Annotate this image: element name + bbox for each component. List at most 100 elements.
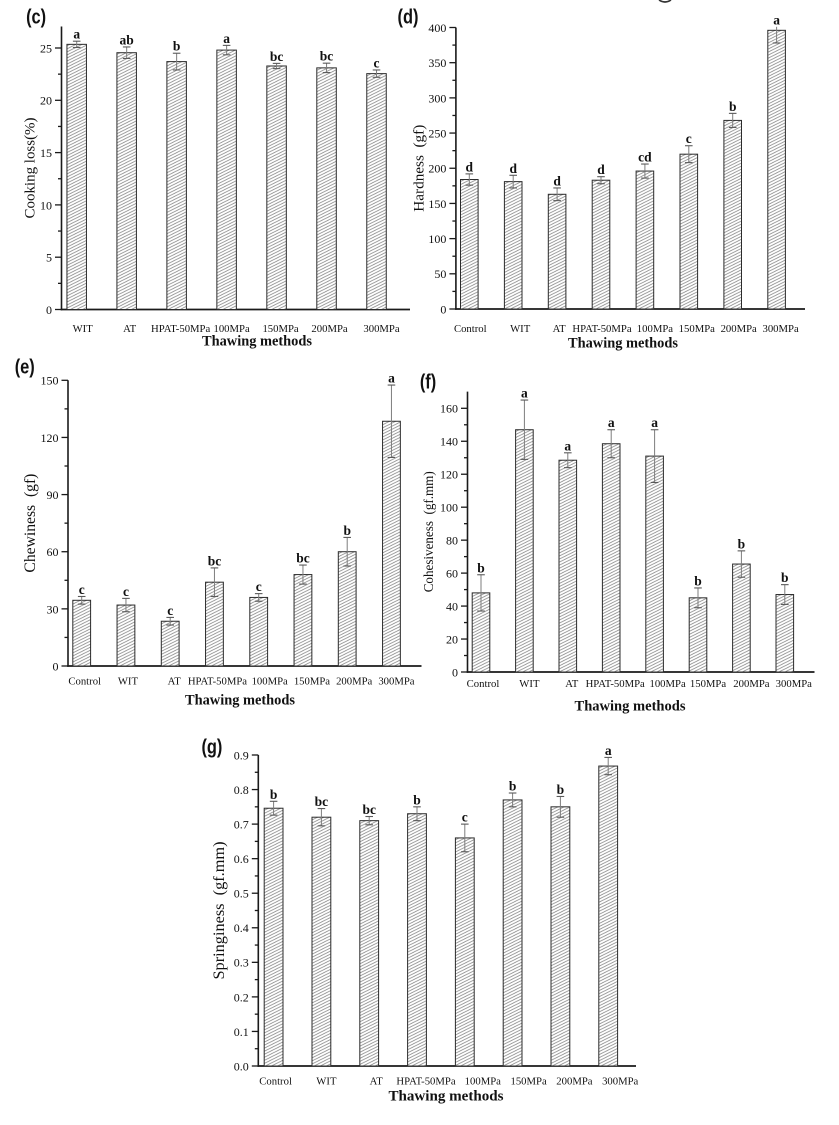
svg-text:100: 100 xyxy=(440,501,458,515)
svg-text:200MPa: 200MPa xyxy=(721,323,757,335)
svg-text:200: 200 xyxy=(428,162,446,176)
svg-text:0: 0 xyxy=(440,302,446,316)
svg-text:300MPa: 300MPa xyxy=(602,1076,638,1088)
svg-text:0.2: 0.2 xyxy=(234,990,249,1004)
svg-text:b: b xyxy=(477,560,485,575)
svg-text:c: c xyxy=(374,55,380,70)
svg-text:(d): (d) xyxy=(398,5,419,28)
svg-text:Cooking loss(%): Cooking loss(%) xyxy=(23,117,39,218)
svg-text:Thawing methods: Thawing methods xyxy=(575,699,686,715)
svg-text:WIT: WIT xyxy=(510,323,531,335)
svg-text:25: 25 xyxy=(40,41,52,55)
svg-text:Control: Control xyxy=(259,1076,292,1088)
svg-text:c: c xyxy=(256,579,262,594)
svg-text:0.3: 0.3 xyxy=(234,956,249,970)
svg-text:Control: Control xyxy=(68,676,101,688)
svg-text:150MPa: 150MPa xyxy=(510,1076,546,1088)
svg-text:80: 80 xyxy=(446,534,458,548)
svg-text:300MPa: 300MPa xyxy=(776,678,812,690)
svg-text:0.4: 0.4 xyxy=(234,921,249,935)
svg-text:c: c xyxy=(79,582,85,597)
svg-text:bc: bc xyxy=(296,551,310,566)
svg-text:Thawing methods: Thawing methods xyxy=(389,1089,504,1105)
svg-text:b: b xyxy=(343,523,351,538)
svg-text:WIT: WIT xyxy=(316,1076,337,1088)
svg-text:100: 100 xyxy=(428,232,446,246)
svg-text:0.6: 0.6 xyxy=(234,852,249,866)
svg-text:a: a xyxy=(223,31,230,46)
svg-text:HPAT-50MPa: HPAT-50MPa xyxy=(396,1076,455,1088)
svg-text:bc: bc xyxy=(320,49,334,64)
svg-text:30: 30 xyxy=(47,602,59,616)
svg-text:AT: AT xyxy=(370,1076,384,1088)
svg-text:60: 60 xyxy=(446,567,458,581)
svg-text:0.8: 0.8 xyxy=(234,783,249,797)
svg-text:Thawing methods: Thawing methods xyxy=(185,693,295,709)
svg-text:a: a xyxy=(605,743,612,758)
svg-text:40: 40 xyxy=(446,599,458,613)
svg-text:20: 20 xyxy=(40,94,52,108)
svg-text:HPAT-50MPa: HPAT-50MPa xyxy=(151,323,210,335)
svg-text:b: b xyxy=(413,792,421,807)
svg-text:bc: bc xyxy=(208,553,222,568)
svg-text:b: b xyxy=(557,782,565,797)
svg-text:b: b xyxy=(509,779,517,794)
svg-text:HPAT-50MPa: HPAT-50MPa xyxy=(572,323,631,335)
svg-text:100MPa: 100MPa xyxy=(637,323,673,335)
svg-text:Thawing methods: Thawing methods xyxy=(568,336,678,352)
svg-text:150MPa: 150MPa xyxy=(679,323,715,335)
svg-text:0.9: 0.9 xyxy=(234,748,249,762)
svg-text:b: b xyxy=(781,570,789,585)
svg-text:5: 5 xyxy=(46,251,52,265)
svg-text:150: 150 xyxy=(428,197,446,211)
svg-text:(e): (e) xyxy=(15,355,35,378)
svg-text:c: c xyxy=(686,131,692,146)
svg-text:a: a xyxy=(564,438,571,453)
svg-text:15: 15 xyxy=(40,146,52,160)
svg-text:350: 350 xyxy=(428,56,446,70)
svg-text:a: a xyxy=(73,27,80,42)
svg-text:200MPa: 200MPa xyxy=(311,323,347,335)
svg-text:200MPa: 200MPa xyxy=(556,1076,592,1088)
svg-text:100MPa: 100MPa xyxy=(649,678,685,690)
svg-text:AT: AT xyxy=(168,676,182,688)
svg-text:200MPa: 200MPa xyxy=(336,676,372,688)
svg-text:WIT: WIT xyxy=(73,323,94,335)
svg-text:0.5: 0.5 xyxy=(234,887,249,901)
svg-text:b: b xyxy=(270,787,278,802)
svg-text:ab: ab xyxy=(120,32,134,47)
svg-text:WIT: WIT xyxy=(519,678,540,690)
svg-text:bc: bc xyxy=(270,49,284,64)
svg-text:60: 60 xyxy=(47,545,59,559)
svg-text:140: 140 xyxy=(440,435,458,449)
svg-text:0: 0 xyxy=(53,659,59,673)
svg-text:c: c xyxy=(123,584,129,599)
svg-text:AT: AT xyxy=(553,323,567,335)
svg-text:150: 150 xyxy=(41,374,59,388)
svg-text:cd: cd xyxy=(638,150,652,165)
svg-text:20: 20 xyxy=(446,632,458,646)
svg-text:10: 10 xyxy=(40,198,52,212)
svg-text:bc: bc xyxy=(362,802,376,817)
svg-text:Cohesiveness (gf.mm): Cohesiveness (gf.mm) xyxy=(422,471,437,592)
svg-text:100MPa: 100MPa xyxy=(213,323,249,335)
svg-text:100MPa: 100MPa xyxy=(252,676,288,688)
svg-text:100MPa: 100MPa xyxy=(465,1076,501,1088)
svg-text:b: b xyxy=(173,39,181,54)
svg-text:160: 160 xyxy=(440,402,458,416)
svg-text:a: a xyxy=(521,386,528,401)
svg-text:0: 0 xyxy=(452,665,458,679)
svg-text:Control: Control xyxy=(454,323,487,335)
svg-text:150MPa: 150MPa xyxy=(294,676,330,688)
svg-text:200MPa: 200MPa xyxy=(733,678,769,690)
svg-text:a: a xyxy=(608,415,615,430)
svg-text:Springiness (gf.mm): Springiness (gf.mm) xyxy=(211,842,228,980)
svg-text:Hardness (gf): Hardness (gf) xyxy=(412,125,428,212)
svg-text:WIT: WIT xyxy=(118,676,139,688)
svg-text:300: 300 xyxy=(428,91,446,105)
svg-text:400: 400 xyxy=(428,21,446,35)
svg-text:150MPa: 150MPa xyxy=(690,678,726,690)
svg-text:0.7: 0.7 xyxy=(234,818,249,832)
svg-text:Thawing methods: Thawing methods xyxy=(202,334,312,350)
svg-text:d: d xyxy=(466,159,474,174)
